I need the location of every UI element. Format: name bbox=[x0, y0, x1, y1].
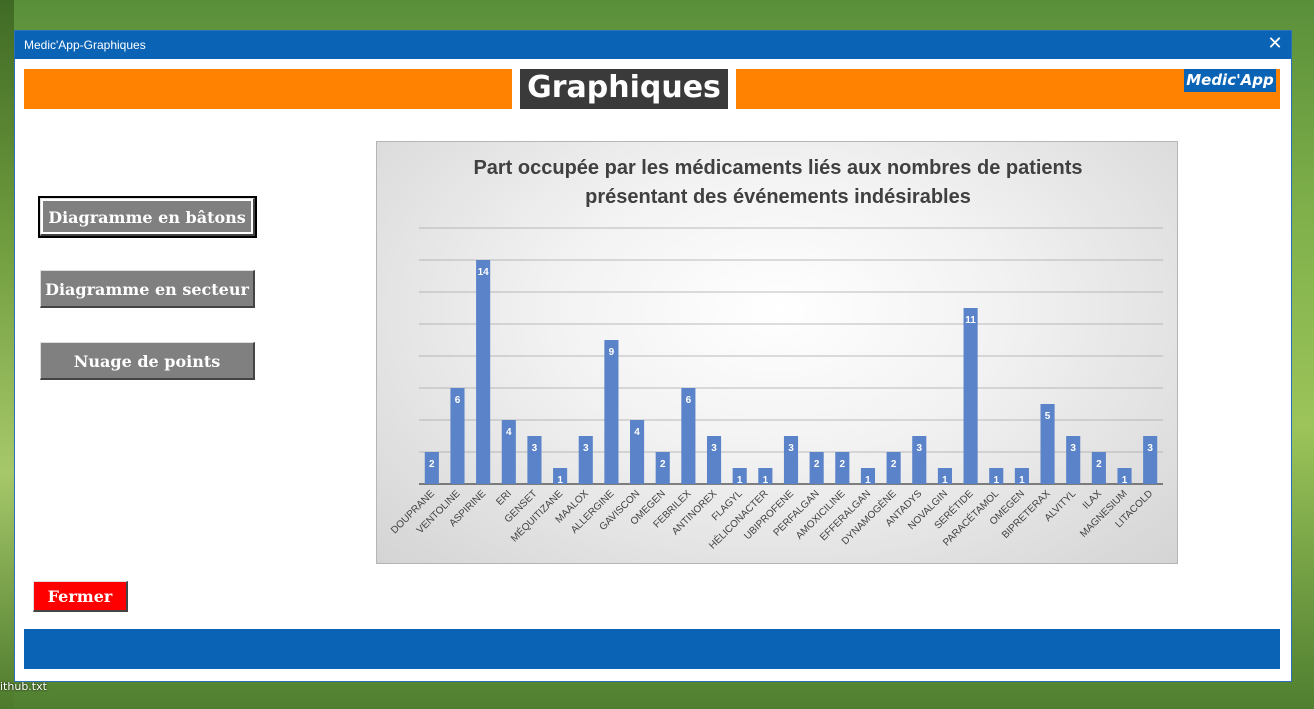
bar-novalgin bbox=[937, 468, 952, 484]
data-label: 1 bbox=[557, 475, 563, 486]
data-label: 14 bbox=[478, 267, 490, 278]
data-label: 9 bbox=[609, 347, 615, 358]
header-band-left bbox=[24, 69, 512, 109]
data-label: 3 bbox=[711, 443, 717, 454]
bar-efferalgan bbox=[860, 468, 876, 484]
scatter-plot-button[interactable]: Nuage de points bbox=[40, 342, 255, 380]
data-label: 1 bbox=[993, 475, 999, 486]
bar-antinorex bbox=[706, 436, 722, 484]
bar-aspirine bbox=[476, 260, 491, 484]
data-label: 11 bbox=[965, 315, 976, 326]
pie-chart-button[interactable]: Diagramme en secteur bbox=[40, 270, 255, 308]
bar-flagyl bbox=[732, 468, 747, 484]
data-label: 3 bbox=[1147, 443, 1153, 454]
bar-gaviscon bbox=[630, 420, 645, 484]
bar-antadys bbox=[912, 436, 927, 484]
bar-litacold bbox=[1143, 436, 1158, 484]
page-title: Graphiques bbox=[520, 69, 728, 109]
bar-héliconacter bbox=[758, 468, 773, 484]
x-tick-label: ILAX bbox=[1081, 488, 1104, 511]
close-button[interactable]: Fermer bbox=[33, 581, 128, 612]
data-label: 3 bbox=[583, 443, 589, 454]
desktop-file-label[interactable]: ithub.txt bbox=[0, 680, 47, 693]
bar-omegen bbox=[1014, 468, 1029, 484]
footer-bar bbox=[24, 629, 1280, 669]
chart-title: Part occupée par les médicaments liés au… bbox=[473, 157, 1083, 208]
data-label: 4 bbox=[634, 427, 640, 438]
data-label: 1 bbox=[1122, 475, 1128, 486]
brand-logo: Medic'App bbox=[1184, 69, 1276, 92]
bar-chart-button[interactable]: Diagramme en bâtons bbox=[38, 196, 257, 238]
bar-serétide bbox=[963, 308, 978, 484]
data-label: 3 bbox=[788, 443, 794, 454]
bar-genset bbox=[527, 436, 542, 484]
bar-chart: Part occupée par les médicaments liés au… bbox=[376, 141, 1178, 564]
app-window: Medic'App-Graphiques ✕ Graphiques Medic'… bbox=[14, 30, 1292, 682]
bar-allergine bbox=[604, 340, 619, 484]
data-label: 4 bbox=[506, 427, 512, 438]
data-label: 2 bbox=[840, 459, 846, 470]
bar-eri bbox=[501, 420, 516, 484]
title-bar[interactable]: Medic'App-Graphiques ✕ bbox=[15, 31, 1291, 59]
bar-paracétamol bbox=[989, 468, 1004, 484]
data-label: 6 bbox=[455, 395, 461, 406]
bar-maalox bbox=[578, 436, 593, 484]
data-label: 3 bbox=[916, 443, 922, 454]
data-label: 2 bbox=[429, 459, 435, 470]
data-label: 1 bbox=[942, 475, 948, 486]
data-label: 2 bbox=[891, 459, 897, 470]
data-label: 1 bbox=[763, 475, 769, 486]
window-title: Medic'App-Graphiques bbox=[24, 38, 146, 52]
data-label: 3 bbox=[1070, 443, 1076, 454]
bar-dynamogène bbox=[886, 452, 901, 484]
bar-alvityl bbox=[1066, 436, 1081, 484]
data-label: 1 bbox=[865, 475, 871, 486]
data-label: 1 bbox=[737, 475, 743, 486]
data-label: 2 bbox=[814, 459, 820, 470]
data-label: 2 bbox=[1096, 459, 1102, 470]
desktop-background bbox=[0, 0, 14, 709]
bar-omegen bbox=[655, 452, 670, 484]
bar-ilax bbox=[1091, 452, 1106, 484]
bar-méquitizane bbox=[553, 468, 568, 484]
bar-febrilex bbox=[681, 388, 696, 484]
data-label: 5 bbox=[1045, 411, 1051, 422]
close-icon[interactable]: ✕ bbox=[1267, 33, 1283, 54]
data-label: 3 bbox=[532, 443, 538, 454]
bar-magnesium bbox=[1117, 468, 1132, 484]
data-label: 6 bbox=[686, 395, 692, 406]
bar-perfalgan bbox=[809, 452, 824, 484]
bar-douprane bbox=[424, 452, 439, 484]
data-label: 2 bbox=[660, 459, 666, 470]
chart-plot: 2DOUPRANE6VENTOLINE14ASPIRINE4ERI3GENSET… bbox=[389, 227, 1163, 552]
bar-ventoline bbox=[450, 388, 465, 484]
bar-bipreterax bbox=[1040, 404, 1055, 484]
data-label: 1 bbox=[1019, 475, 1025, 486]
bar-ubiprofene bbox=[783, 436, 799, 484]
bar-amoxiciline bbox=[835, 452, 850, 484]
x-tick-label: ERI bbox=[494, 488, 514, 508]
